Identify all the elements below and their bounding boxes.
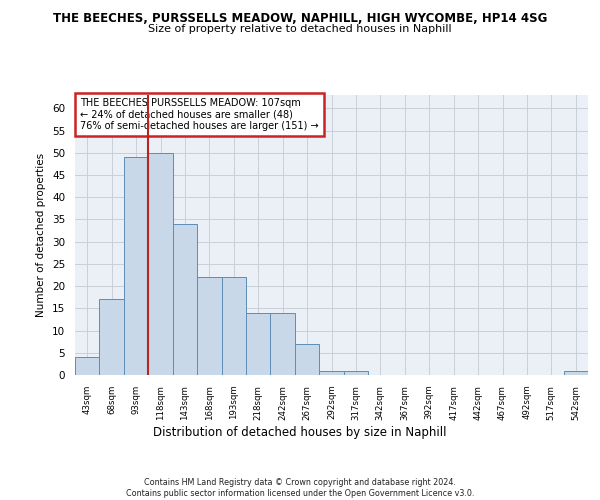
Bar	[319, 370, 344, 375]
Bar	[100, 300, 124, 375]
Bar	[75, 357, 100, 375]
Bar	[344, 370, 368, 375]
Bar	[173, 224, 197, 375]
Bar	[221, 277, 246, 375]
Bar	[563, 370, 588, 375]
Text: THE BEECHES PURSSELLS MEADOW: 107sqm
← 24% of detached houses are smaller (48)
7: THE BEECHES PURSSELLS MEADOW: 107sqm ← 2…	[80, 98, 319, 131]
Y-axis label: Number of detached properties: Number of detached properties	[37, 153, 46, 317]
Bar	[124, 157, 148, 375]
Text: Size of property relative to detached houses in Naphill: Size of property relative to detached ho…	[148, 24, 452, 34]
Bar	[148, 153, 173, 375]
Text: Distribution of detached houses by size in Naphill: Distribution of detached houses by size …	[153, 426, 447, 439]
Text: THE BEECHES, PURSSELLS MEADOW, NAPHILL, HIGH WYCOMBE, HP14 4SG: THE BEECHES, PURSSELLS MEADOW, NAPHILL, …	[53, 12, 547, 26]
Bar	[197, 277, 221, 375]
Bar	[295, 344, 319, 375]
Bar	[246, 313, 271, 375]
Bar	[271, 313, 295, 375]
Text: Contains HM Land Registry data © Crown copyright and database right 2024.
Contai: Contains HM Land Registry data © Crown c…	[126, 478, 474, 498]
